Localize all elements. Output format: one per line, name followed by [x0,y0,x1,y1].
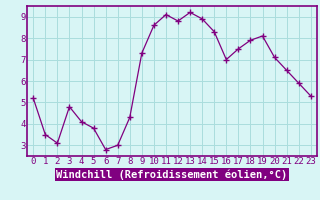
X-axis label: Windchill (Refroidissement éolien,°C): Windchill (Refroidissement éolien,°C) [56,169,288,180]
